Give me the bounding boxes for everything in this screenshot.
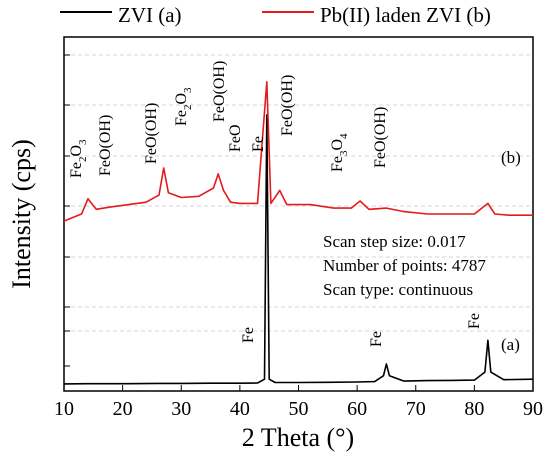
formula-part: O xyxy=(329,139,346,151)
peak-label-feooh-b-23: FeO(OH) xyxy=(143,103,160,164)
peak-label-feooh-b-65: FeO(OH) xyxy=(372,107,389,168)
legend-label-zvi: ZVI (a) xyxy=(118,3,182,27)
peak-label-fe3o4-b-60: Fe3O4 xyxy=(329,133,350,172)
formula-subscript: 3 xyxy=(182,87,194,93)
formula-part: Fe xyxy=(329,156,346,172)
peak-label-feooh-b-47: FeO(OH) xyxy=(279,75,296,136)
number-of-points: Number of points: 4787 xyxy=(323,256,486,275)
formula-subscript: 2 xyxy=(77,157,89,163)
legend-label-pb-laden-zvi: Pb(II) laden ZVI (b) xyxy=(320,3,491,27)
y-axis-ticks xyxy=(64,54,70,367)
formula-subscript: 3 xyxy=(338,150,350,156)
x-tick-label: 90 xyxy=(523,398,543,420)
scan-type: Scan type: continuous xyxy=(323,280,473,299)
formula-subscript: 4 xyxy=(338,133,350,139)
x-tick-label: 30 xyxy=(171,398,191,420)
peak-label-fe2o3-b-14: Fe2O3 xyxy=(68,139,89,178)
peak-label-fe-a-65: Fe xyxy=(368,331,385,347)
formula-subscript: 2 xyxy=(182,105,194,111)
peak-label-feo-b-38: FeO xyxy=(227,124,244,152)
x-tick-label: 50 xyxy=(289,398,309,420)
x-axis-label: 2 Theta (°) xyxy=(242,423,354,452)
series-line-pb-laden-zvi xyxy=(63,81,533,222)
x-tick-label: 40 xyxy=(230,398,250,420)
formula-part: Fe xyxy=(173,110,190,126)
series-line-zvi xyxy=(63,114,534,385)
peak-label-fe-a-44: Fe xyxy=(240,327,257,343)
peak-label-fe2o3-b-27: Fe2O3 xyxy=(173,87,194,126)
formula-part: O xyxy=(173,93,190,105)
x-axis: 10 20 30 40 50 60 70 80 90 xyxy=(54,385,543,420)
grid xyxy=(64,54,533,332)
curve-label-a: (a) xyxy=(501,335,520,354)
peak-label-fe-b-44: Fe xyxy=(250,136,267,152)
peak-label-fe-a-82: Fe xyxy=(466,313,483,329)
formula-subscript: 3 xyxy=(77,139,89,145)
scan-step-size: Scan step size: 0.017 xyxy=(323,232,466,251)
scan-info: Scan step size: 0.017 Number of points: … xyxy=(323,232,486,299)
x-tick-label: 70 xyxy=(406,398,426,420)
curve-label-b: (b) xyxy=(501,148,521,167)
x-tick-label: 60 xyxy=(347,398,367,420)
x-tick-label: 20 xyxy=(113,398,133,420)
x-tick-label: 80 xyxy=(464,398,484,420)
x-tick-label: 10 xyxy=(54,398,74,420)
peak-label-feooh-b-36: FeO(OH) xyxy=(211,61,228,122)
formula-part: O xyxy=(68,145,85,157)
series-layer xyxy=(63,81,534,385)
y-axis-label: Intensity (cps) xyxy=(7,139,36,288)
legend: ZVI (a) Pb(II) laden ZVI (b) xyxy=(60,3,491,27)
peak-label-feooh-b-17: FeO(OH) xyxy=(97,115,114,176)
formula-part: Fe xyxy=(68,162,85,178)
